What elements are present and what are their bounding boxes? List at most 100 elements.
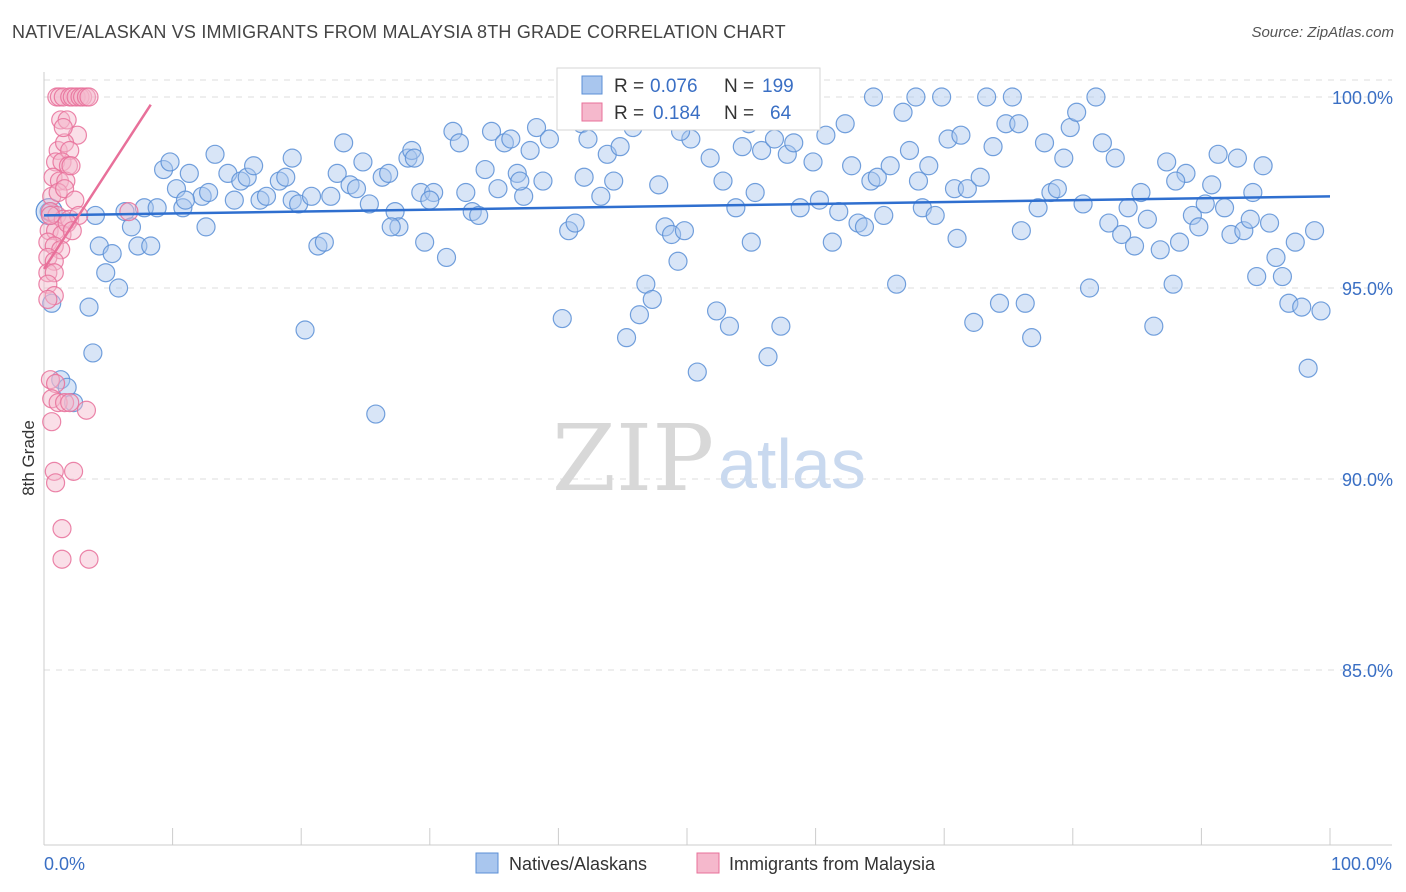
- data-point-natives: [1169, 232, 1190, 252]
- data-point-natives: [899, 140, 920, 161]
- data-point-natives: [842, 156, 862, 176]
- data-point-natives: [1011, 221, 1031, 241]
- data-point-natives: [938, 129, 958, 149]
- data-point-natives: [1157, 152, 1177, 172]
- data-point-natives: [415, 232, 435, 252]
- data-point-natives: [526, 117, 547, 138]
- data-point-natives: [925, 205, 945, 226]
- data-point-malaysia: [38, 274, 58, 294]
- data-point-malaysia: [45, 473, 66, 493]
- data-point-natives: [1124, 236, 1145, 256]
- data-point-natives: [1099, 213, 1119, 233]
- data-point-malaysia: [65, 190, 85, 210]
- data-point-malaysia: [45, 373, 66, 394]
- data-point-natives: [610, 137, 630, 157]
- data-point-natives: [295, 320, 315, 340]
- data-point-natives: [816, 125, 836, 145]
- data-point-natives: [1073, 194, 1093, 214]
- data-point-natives: [1022, 328, 1042, 348]
- data-point-natives: [436, 247, 457, 268]
- data-point-natives: [803, 152, 823, 172]
- legend-swatch-natives: [475, 852, 499, 874]
- data-point-natives: [327, 163, 347, 183]
- data-point-natives: [1054, 148, 1074, 168]
- data-point-natives: [147, 198, 167, 218]
- stats-swatch-blue: [581, 75, 603, 95]
- data-point-natives: [1034, 133, 1055, 153]
- data-point-malaysia: [60, 140, 80, 161]
- data-point-malaysia: [42, 412, 62, 432]
- data-point-natives: [102, 244, 122, 264]
- data-point-malaysia: [119, 202, 139, 222]
- data-point-natives: [745, 182, 765, 203]
- data-point-natives: [771, 316, 791, 336]
- data-point-natives: [175, 190, 196, 210]
- data-point-natives: [1002, 87, 1022, 107]
- stats-swatch-pink: [581, 102, 603, 122]
- data-point-malaysia: [48, 393, 68, 413]
- stats-n-value-1: 199: [762, 76, 794, 97]
- data-point-natives: [552, 308, 572, 329]
- data-point-natives: [777, 144, 797, 164]
- data-point-natives: [764, 129, 785, 149]
- data-point-natives: [578, 129, 598, 149]
- data-point-malaysia: [48, 140, 68, 161]
- data-point-natives: [510, 171, 530, 191]
- data-point-natives: [854, 217, 875, 237]
- data-point-malaysia: [60, 393, 80, 413]
- data-point-natives: [758, 347, 778, 367]
- data-point-natives: [51, 370, 71, 390]
- data-point-natives: [1015, 293, 1035, 313]
- data-point-natives: [719, 316, 740, 336]
- y-tick-label: 85.0%: [1342, 661, 1393, 681]
- data-point-natives: [314, 232, 334, 252]
- data-point-natives: [244, 156, 264, 176]
- data-point-natives: [301, 186, 322, 206]
- data-point-natives: [700, 148, 720, 168]
- data-point-natives: [1259, 213, 1280, 233]
- data-point-malaysia: [44, 263, 64, 283]
- series-natives-alaskans: [35, 87, 1331, 424]
- data-point-natives: [642, 289, 662, 310]
- data-point-natives: [1150, 240, 1170, 260]
- data-point-natives: [237, 167, 257, 187]
- data-point-natives: [42, 293, 62, 313]
- data-point-malaysia: [63, 461, 84, 481]
- data-point-natives: [1176, 163, 1196, 183]
- data-point-natives: [591, 186, 611, 206]
- data-point-natives: [835, 114, 855, 134]
- data-point-natives: [488, 179, 508, 199]
- data-point-malaysia: [76, 400, 97, 420]
- data-point-natives: [224, 190, 244, 210]
- data-point-natives: [732, 137, 752, 157]
- stats-r-value-2: 0.184: [653, 103, 701, 124]
- data-point-natives: [867, 167, 887, 187]
- data-point-natives: [1298, 358, 1318, 378]
- data-point-natives: [970, 167, 990, 187]
- data-point-natives: [520, 140, 540, 161]
- data-point-natives: [205, 144, 225, 164]
- data-point-malaysia: [79, 549, 99, 569]
- data-point-natives: [616, 328, 637, 348]
- watermark-zip: ZIP: [552, 405, 714, 512]
- data-point-natives: [932, 87, 952, 107]
- data-point-natives: [346, 179, 367, 199]
- data-point-malaysia: [79, 87, 99, 107]
- series-immigrants-malaysia: [38, 87, 139, 569]
- data-point-natives: [822, 232, 842, 252]
- data-point-natives: [726, 198, 746, 218]
- stats-r-value-1: 0.076: [650, 76, 698, 97]
- data-point-natives: [906, 87, 926, 107]
- watermark: ZIP atlas: [552, 405, 866, 512]
- data-point-natives: [1272, 266, 1293, 287]
- data-point-natives: [1202, 175, 1222, 195]
- data-point-malaysia: [54, 393, 75, 413]
- data-point-natives: [334, 133, 354, 153]
- data-point-natives: [919, 156, 939, 176]
- data-point-malaysia: [51, 110, 71, 130]
- data-point-natives: [559, 221, 579, 241]
- data-point-natives: [629, 305, 650, 325]
- data-point-malaysia: [62, 221, 82, 241]
- data-point-natives: [481, 121, 502, 141]
- data-point-natives: [1086, 87, 1106, 107]
